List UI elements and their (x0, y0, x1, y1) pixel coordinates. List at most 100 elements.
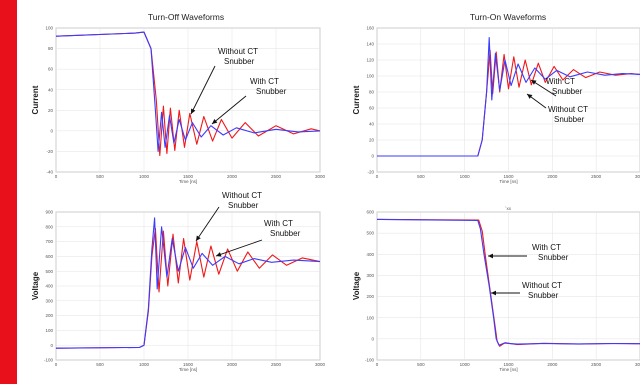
turnon-current-ytick-label: 140 (366, 42, 374, 47)
turnoff-current-xtick-label: 1000 (139, 174, 150, 179)
turnon-voltage-annotation-line: With CT (532, 243, 561, 252)
turnon-voltage-xtick-label: 2000 (547, 362, 558, 367)
turnoff-current-ytick-label: 80 (48, 46, 54, 51)
turnon-voltage-xtick-label: 1000 (460, 362, 471, 367)
turnon-current-series-with-snubber-line (377, 37, 640, 157)
turnon-current-ytick-label: 80 (369, 90, 375, 95)
turnon-current-ytick-label: 40 (369, 122, 375, 127)
turnon-current-annotation: With CT Snubber (546, 77, 583, 96)
turnoff-voltage-ytick-label: 200 (45, 313, 53, 318)
turnoff-current-xtick-label: 2000 (227, 174, 238, 179)
turnoff-voltage-xtick-label: 2000 (227, 362, 238, 367)
turnoff-current-xlabel: Time [ns] (179, 179, 197, 184)
turnoff-voltage-annotation: With CT Snubber (264, 219, 301, 238)
turnon-current-annotation-line: Without CT (548, 105, 588, 114)
turnon-voltage-xtick-label: 500 (417, 362, 425, 367)
turnoff-voltage-ylabel: Voltage (31, 271, 40, 300)
turnon-current-annotation-line: With CT (546, 77, 575, 86)
turnoff-current-annotation-line: Without CT (218, 47, 258, 56)
turnoff-current-annotation: Without CT Snubber (218, 47, 258, 66)
turnoff-voltage-ytick-label: 300 (45, 298, 53, 303)
turnon-current-xtick-label: 2500 (591, 174, 602, 179)
turnon-voltage-annotation-arrowhead (488, 253, 493, 259)
turnoff-current-annotation-arrow (211, 95, 247, 125)
turnon-current-annotation-arrowhead (531, 80, 537, 85)
turnoff-voltage-ytick-label: 800 (45, 224, 53, 229)
turnon-voltage-ytick-label: 500 (366, 231, 374, 236)
turnoff-voltage-annotation-line: Snubber (270, 229, 301, 238)
turnoff-voltage-annotation-arrow (215, 239, 263, 257)
turnon-current-ytick-label: -20 (367, 170, 374, 175)
turnoff-voltage-xtick-label: 0 (55, 362, 58, 367)
turnon-voltage-ylabel: Voltage (352, 271, 361, 300)
turnoff-current-xtick-label: 1500 (183, 174, 194, 179)
turnoff-voltage-xtick-label: 3000 (315, 362, 326, 367)
turnoff-voltage-ytick-label: 0 (50, 343, 53, 348)
turnon-voltage-ytick-label: -100 (365, 358, 375, 363)
turnoff-current-annotation: With CT Snubber (250, 77, 287, 96)
turnon-current-ytick-label: 120 (366, 58, 374, 63)
turnoff-current-annotation-arrow (190, 65, 216, 115)
turnoff-voltage-annotation-line: With CT (264, 219, 293, 228)
turnon-voltage-annotation-line: Snubber (528, 291, 559, 300)
turnoff-current-xtick-label: 500 (96, 174, 104, 179)
turnoff-current-ytick-label: 40 (48, 87, 54, 92)
turnon-current-annotation-arrowhead (527, 94, 533, 99)
turnoff-current-annotation-line: Snubber (256, 87, 287, 96)
turnoff-voltage-annotation-arrowhead (216, 252, 222, 257)
turnon-current-annotation: Without CT Snubber (548, 105, 588, 124)
turnon-current-xtick-label: 500 (417, 174, 425, 179)
turnoff-current-ytick-label: -20 (46, 149, 53, 154)
turnoff-current-ytick-label: 60 (48, 67, 54, 72)
turnoff-voltage-xtick-label: 500 (96, 362, 104, 367)
turnoff-voltage-xtick-label: 1000 (139, 362, 150, 367)
turnon-current-xtick-label: 1000 (460, 174, 471, 179)
turnon-voltage-xtick-label: 2500 (591, 362, 602, 367)
turnoff-voltage-ytick-label: 900 (45, 210, 53, 215)
turnon-current-annotation-line: Snubber (552, 87, 583, 96)
turnon-voltage-xtick-label: 3000 (635, 362, 640, 367)
turnon-voltage-ytick-label: 400 (366, 252, 374, 257)
turnon-current-ytick-label: 100 (366, 74, 374, 79)
turnoff-current-series-without-snubber-line (55, 31, 321, 157)
turnoff-current-ytick-label: 100 (45, 26, 53, 31)
turnon-voltage-annotation-line: Snubber (538, 253, 569, 262)
turnoff-voltage-xlabel: Time [ns] (179, 367, 197, 372)
turnon-voltage-ytick-label: 0 (371, 336, 374, 341)
turnon-voltage-annotation: Without CT Snubber (522, 281, 562, 300)
turnoff-current-ylabel: Current (31, 85, 40, 114)
turnon-voltage-ytick-label: 100 (366, 315, 374, 320)
turnoff-voltage-series-with-snubber-line (55, 217, 321, 349)
turnoff-current-xtick-label: 3000 (315, 174, 326, 179)
turnoff-voltage-annotation-line: Snubber (228, 201, 259, 210)
turnoff-current-ytick-label: 0 (50, 128, 53, 133)
turnoff-voltage-ytick-label: 500 (45, 269, 53, 274)
turnon-current-xtick-label: 3000 (635, 174, 640, 179)
turnon-voltage-series-with-snubber-line (376, 218, 640, 346)
turnon-voltage-xlabel: Time [ns] (499, 367, 517, 372)
turnon-current-annotation-line: Snubber (554, 115, 585, 124)
turnon-current-ytick-label: 160 (366, 26, 374, 31)
turnoff-current-annotation-line: Snubber (224, 57, 255, 66)
turnoff-voltage-annotation: Without CT Snubber (222, 191, 262, 210)
turnoff-current-xtick-label: 0 (55, 174, 58, 179)
turnoff-current-ytick-label: 20 (48, 108, 54, 113)
turnon-current-ylabel: Current (352, 85, 361, 114)
turnoff-title: Turn-Off Waveforms (148, 12, 224, 22)
turnoff-voltage-annotation-line: Without CT (222, 191, 262, 200)
turnon-current-ytick-label: 60 (369, 106, 375, 111)
turnoff-voltage-annotation-arrow (195, 206, 220, 242)
turnon-voltage-ytick-label: 300 (366, 273, 374, 278)
turnon-voltage-ytick-label: 600 (366, 210, 374, 215)
turnoff-current-series-with-snubber-line (55, 31, 321, 152)
turnon-current-xtick-label: 1500 (503, 174, 514, 179)
turnoff-voltage-ytick-label: -100 (44, 358, 54, 363)
turnoff-current-annotation-arrowhead (212, 118, 218, 124)
turnoff-voltage-xtick-label: 2500 (271, 362, 282, 367)
turnon-voltage-annotation: With CT Snubber (532, 243, 569, 262)
